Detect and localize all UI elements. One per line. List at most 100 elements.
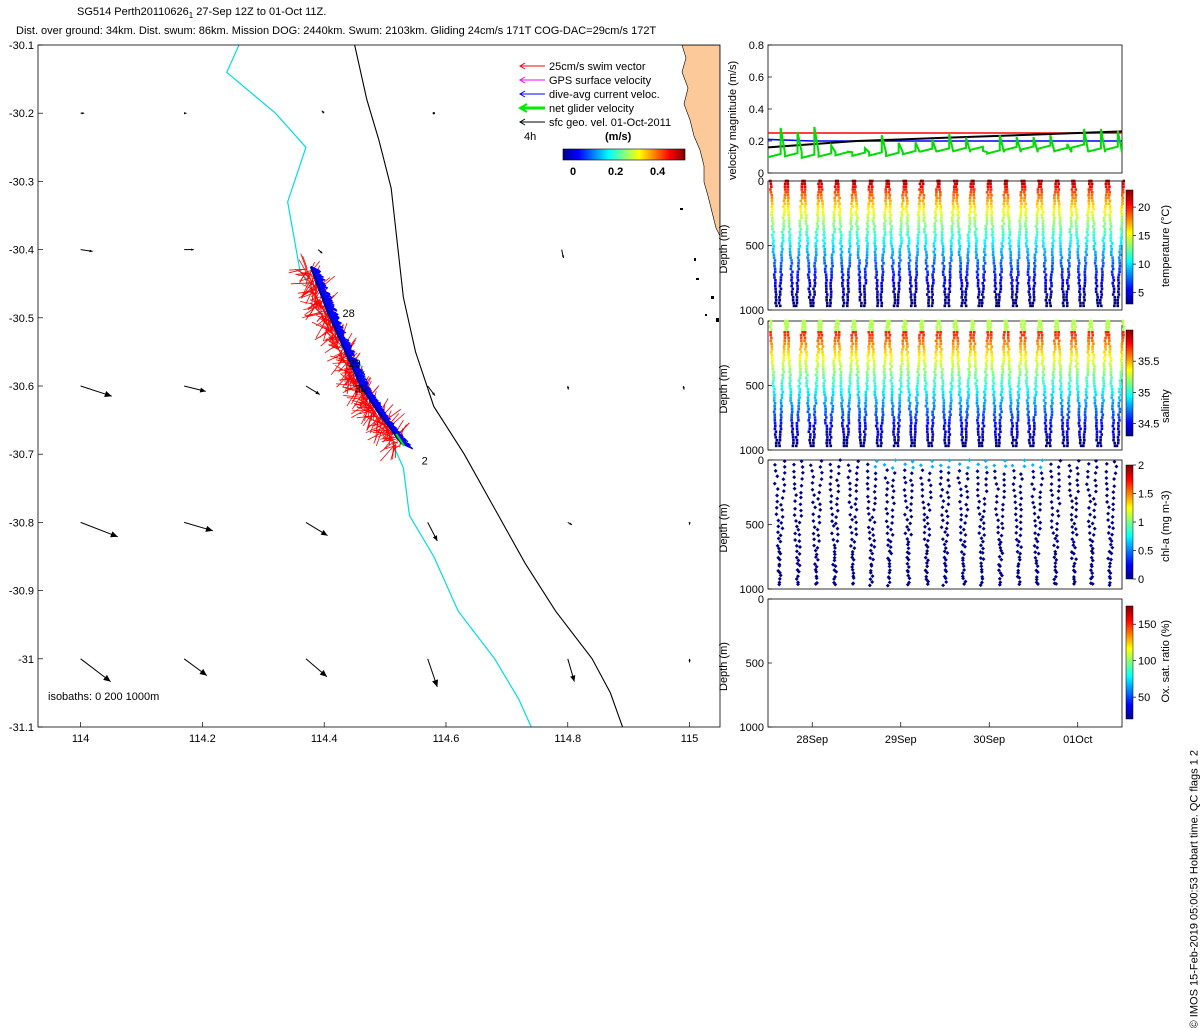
- section-point: [943, 413, 946, 416]
- section-point: [804, 359, 807, 362]
- section-point: [881, 268, 884, 271]
- section-point: [772, 382, 775, 385]
- section-point: [840, 234, 843, 237]
- section-point: [907, 214, 910, 217]
- section-point: [1066, 425, 1069, 428]
- section-point: [817, 219, 820, 222]
- section-point: [957, 219, 960, 222]
- section-y-tick-label: 0: [758, 176, 764, 188]
- section-point: [1118, 268, 1121, 271]
- section-point: [941, 231, 944, 234]
- section-point: [1017, 413, 1020, 416]
- section-point: [770, 340, 773, 343]
- velocity-magnitude-panel: 00.20.40.60.8 velocity magnitude (m/s): [727, 40, 1122, 180]
- section-point: [1019, 374, 1022, 377]
- section-point: [1110, 253, 1113, 256]
- section-point: [974, 222, 977, 225]
- section-point: [822, 368, 825, 371]
- section-point: [924, 245, 927, 248]
- section-point: [806, 374, 809, 377]
- section-point: [968, 217, 971, 220]
- section-point: [934, 362, 937, 365]
- section-point: [883, 217, 886, 220]
- section-point: [1025, 208, 1028, 211]
- section-point: [955, 334, 958, 337]
- section-point: [840, 376, 843, 379]
- section-point: [1078, 416, 1081, 419]
- section-point: [883, 222, 886, 225]
- section-point: [1043, 391, 1046, 394]
- section-point: [1045, 302, 1048, 305]
- section-point: [1023, 331, 1026, 334]
- section-point: [817, 183, 820, 186]
- section-point: [914, 296, 917, 299]
- section-point: [1040, 191, 1043, 194]
- section-point: [1091, 334, 1094, 337]
- section-point: [848, 248, 851, 251]
- section-point: [1009, 239, 1012, 242]
- section-point: [965, 422, 968, 425]
- section-point: [881, 408, 884, 411]
- section-point: [981, 299, 984, 302]
- section-point: [875, 405, 878, 408]
- section-point: [848, 399, 851, 402]
- section-point: [787, 211, 790, 214]
- section-point: [1087, 354, 1090, 357]
- section-point: [783, 354, 786, 357]
- section-point: [940, 362, 943, 365]
- section-point: [1017, 273, 1020, 276]
- section-point: [1102, 376, 1105, 379]
- section-point: [993, 265, 996, 268]
- section-point: [891, 382, 894, 385]
- section-point: [956, 202, 959, 205]
- section-point: [951, 374, 954, 377]
- section-point: [1110, 231, 1113, 234]
- section-point: [1026, 399, 1029, 402]
- day-label: 29: [349, 358, 361, 370]
- section-point: [801, 185, 804, 188]
- section-point: [1051, 251, 1054, 254]
- section-point: [1071, 214, 1074, 217]
- section-point: [897, 445, 900, 448]
- section-point: [858, 271, 861, 274]
- section-point: [959, 399, 962, 402]
- section-point: [806, 239, 809, 242]
- section-point: [1043, 253, 1046, 256]
- section-point: [925, 234, 928, 237]
- section-point: [1091, 325, 1094, 328]
- section-point: [972, 200, 975, 203]
- section-point: [876, 428, 879, 431]
- section-point: [926, 282, 929, 285]
- section-point: [822, 385, 825, 388]
- section-point: [1110, 371, 1113, 374]
- section-point: [843, 436, 846, 439]
- section-point: [909, 411, 912, 414]
- section-point: [905, 191, 908, 194]
- section-point: [1000, 268, 1003, 271]
- section-point: [1050, 282, 1053, 285]
- section-point: [1045, 433, 1048, 436]
- section-point: [1033, 279, 1036, 282]
- section-point: [851, 197, 854, 200]
- section-point: [918, 374, 921, 377]
- section-point: [790, 416, 793, 419]
- section-point: [848, 242, 851, 245]
- section-point: [858, 419, 861, 422]
- section-point: [1086, 231, 1089, 234]
- section-point: [856, 365, 859, 368]
- section-point: [787, 334, 790, 337]
- section-point: [1071, 325, 1074, 328]
- section-point: [1012, 436, 1015, 439]
- section-point: [1073, 180, 1076, 183]
- section-point: [999, 282, 1002, 285]
- section-point: [826, 430, 829, 433]
- section-point: [1053, 219, 1056, 222]
- section-point: [1054, 188, 1057, 191]
- section-point: [952, 194, 955, 197]
- section-point: [936, 205, 939, 208]
- section-point: [983, 271, 986, 274]
- section-point: [984, 385, 987, 388]
- section-point: [850, 371, 853, 374]
- section-point: [1117, 285, 1120, 288]
- section-point: [780, 245, 783, 248]
